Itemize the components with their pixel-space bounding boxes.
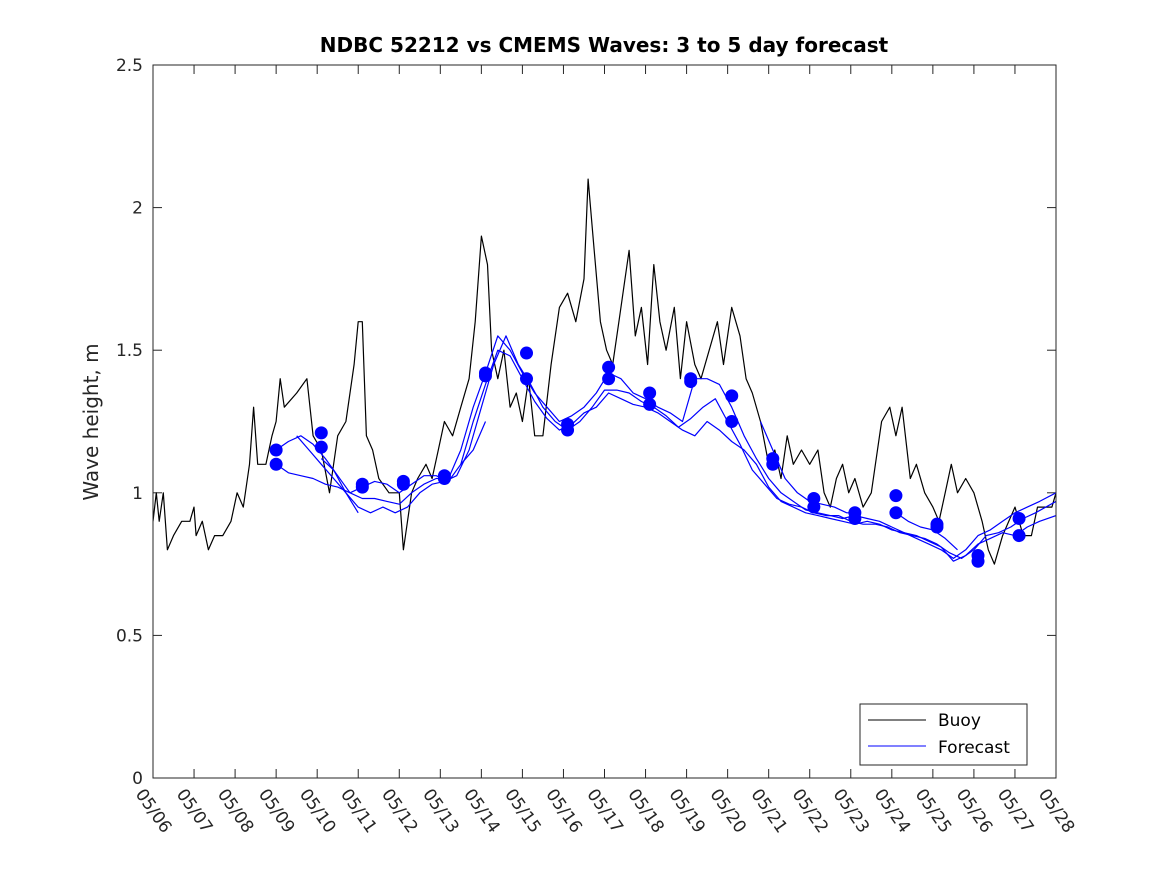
forecast-line bbox=[296, 335, 1056, 559]
forecast-line bbox=[460, 421, 487, 465]
forecast-marker bbox=[269, 457, 283, 471]
forecast-marker bbox=[643, 386, 657, 400]
forecast-marker bbox=[1012, 529, 1026, 543]
forecast-marker bbox=[520, 346, 534, 360]
forecast-marker bbox=[478, 369, 492, 383]
forecast-marker bbox=[725, 389, 739, 403]
y-tick-label: 0.5 bbox=[116, 626, 143, 646]
y-tick-label: 1 bbox=[132, 484, 143, 504]
forecast-marker bbox=[971, 554, 985, 568]
forecast-marker bbox=[725, 415, 739, 428]
forecast-line bbox=[320, 458, 359, 514]
y-tick-labels: 0 0.5 1 1.5 2 2.5 bbox=[116, 56, 143, 789]
legend-box bbox=[859, 703, 1028, 766]
forecast-markers bbox=[269, 346, 1026, 568]
forecast-marker bbox=[269, 443, 283, 457]
forecast-marker bbox=[889, 506, 903, 520]
y-tick-label: 2 bbox=[132, 199, 143, 219]
forecast-line bbox=[895, 512, 958, 551]
forecast-marker bbox=[684, 375, 698, 389]
forecast-marker bbox=[396, 477, 410, 491]
axes-box bbox=[152, 64, 1057, 779]
buoy-line bbox=[153, 178, 1056, 565]
legend: Buoy Forecast bbox=[859, 703, 1028, 766]
forecast-marker bbox=[355, 480, 369, 494]
y-tick-label: 2.5 bbox=[116, 56, 143, 76]
forecast-marker bbox=[807, 500, 821, 514]
forecast-marker bbox=[520, 372, 534, 386]
y-tick-label: 0 bbox=[132, 769, 143, 789]
forecast-marker bbox=[602, 372, 616, 386]
forecast-marker bbox=[643, 397, 657, 411]
forecast-marker bbox=[1012, 511, 1026, 525]
buoy-series bbox=[153, 178, 1056, 565]
y-axis-label: Wave height, m bbox=[79, 343, 103, 500]
y-tick-label: 1.5 bbox=[116, 341, 143, 361]
legend-buoy-label: Buoy bbox=[938, 711, 981, 731]
forecast-marker bbox=[314, 426, 328, 440]
forecast-marker bbox=[889, 489, 903, 503]
axes-background bbox=[153, 65, 1056, 778]
axis-ticks bbox=[152, 64, 1057, 779]
forecast-marker bbox=[602, 360, 616, 374]
forecast-marker bbox=[437, 472, 451, 486]
forecast-marker bbox=[561, 423, 575, 437]
chart-title: NDBC 52212 vs CMEMS Waves: 3 to 5 day fo… bbox=[320, 33, 889, 57]
forecast-marker bbox=[930, 520, 944, 534]
forecast-marker bbox=[766, 457, 780, 471]
forecast-marker bbox=[848, 511, 862, 525]
legend-forecast-label: Forecast bbox=[938, 738, 1010, 758]
forecast-line bbox=[275, 335, 1056, 559]
forecast-marker bbox=[314, 440, 328, 454]
